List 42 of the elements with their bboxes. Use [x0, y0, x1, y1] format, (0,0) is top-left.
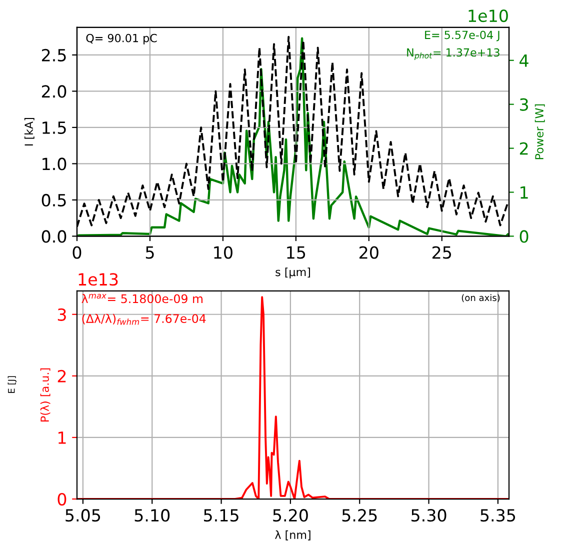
text: 1e13 — [78, 273, 118, 286]
text: 1e10 — [468, 9, 508, 22]
x-axis-title: s [μm] — [276, 268, 310, 278]
x-tick-label: 5.05 — [66, 509, 100, 522]
x-tick-label: 5.35 — [480, 509, 516, 522]
y-tick-label: 2.5 — [42, 48, 66, 62]
y-tick-label: 1.5 — [42, 122, 66, 134]
annotation: λ$^{max}$= 5.1800e-09 m — [82, 294, 202, 304]
y-axis-title: I [kA] — [24, 118, 34, 146]
x-tick-label: 5.30 — [412, 509, 446, 522]
y-tick-label: 0.5 — [42, 194, 66, 207]
x-tick-label: 5.15 — [204, 509, 238, 522]
y2-tick-label: 3 — [520, 98, 528, 111]
x-tick-label: 20 — [360, 246, 378, 259]
x-tick-label: 5.10 — [134, 509, 170, 522]
y-tick-label: 1.0 — [42, 158, 66, 170]
annotation: (Δλ/λ)$_{fwhm}$= 7.67e-04 — [82, 314, 206, 325]
text: E [J] — [8, 376, 16, 393]
y-tick-label: 0 — [58, 492, 66, 506]
y-tick-label: 3 — [58, 308, 66, 321]
x-tick-label: 10 — [214, 246, 232, 259]
y2-tick-label: 0 — [520, 230, 528, 243]
y2-tick-label: 4 — [520, 54, 528, 67]
x-tick-label: 5.20 — [273, 509, 308, 522]
x-tick-label: 5.25 — [342, 509, 377, 522]
x-axis-title: λ [nm] — [275, 530, 310, 540]
y-tick-label: 0.0 — [42, 230, 66, 243]
y2-tick-label: 2 — [520, 142, 528, 155]
y-tick-label: 1 — [58, 432, 66, 444]
x-tick-label: 0 — [72, 246, 82, 259]
x-tick-label: 5 — [146, 246, 154, 259]
y2-tick-label: 1 — [520, 186, 528, 199]
annotation: N$_{phot}$= 1.37e+13 — [407, 48, 500, 60]
x-tick-label: 25 — [432, 246, 452, 259]
y-tick-label: 2 — [58, 370, 66, 382]
annotation: E= 5.57e-04 J — [425, 30, 500, 42]
y-axis-title: P(λ) [a.u.] — [40, 368, 50, 422]
annotation: (on axis) — [462, 294, 500, 302]
y2-axis-title: Power [W] — [534, 104, 545, 160]
annotation: Q= 90.01 pC — [86, 34, 157, 44]
x-tick-label: 15 — [287, 246, 306, 259]
y-tick-label: 2.0 — [42, 85, 66, 98]
